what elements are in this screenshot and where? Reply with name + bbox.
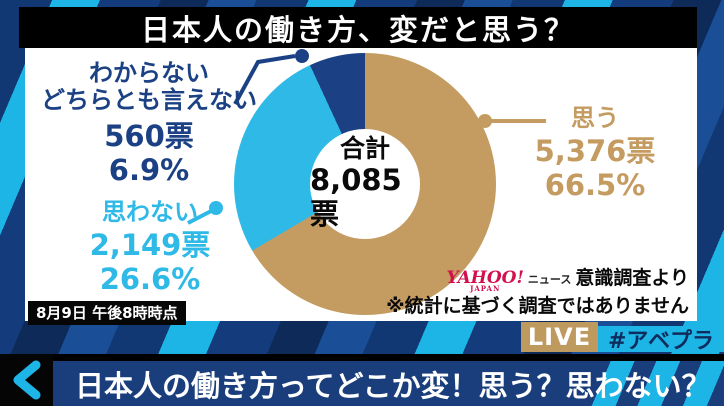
- back-chevron-button[interactable]: [0, 354, 53, 406]
- live-badge: LIVE: [521, 322, 598, 352]
- poll-panel: 合計 8,085票 わからない どちらとも言えない 560票 6.9% 思わない: [25, 48, 697, 321]
- segment-label-unknown: わからない どちらとも言えない 560票 6.9%: [33, 60, 265, 187]
- segment-label-no: 思わない 2,149票 26.6%: [55, 199, 245, 296]
- survey-source-label: 意識調査より: [575, 267, 689, 289]
- segment-votes: 560票: [104, 118, 194, 153]
- donut-chart: 合計 8,085票: [234, 53, 496, 315]
- survey-disclaimer: ※統計に基づく調査ではありません: [386, 295, 689, 317]
- segment-label-yes: 思う 5,376票 66.5%: [495, 105, 695, 202]
- chart-total-value: 8,085票: [310, 163, 402, 231]
- chevron-left-icon: [13, 360, 40, 400]
- segment-name: 思わない: [102, 198, 198, 226]
- chart-total-label: 合計: [339, 133, 390, 163]
- banner-bar: 日本人の働き方ってどこか変！思う？思わない？: [53, 361, 724, 406]
- segment-name: どちらとも言えない: [41, 85, 257, 114]
- segment-name: わからない: [89, 59, 209, 87]
- news-label: ニュース: [527, 273, 572, 286]
- banner-title: 日本人の働き方ってどこか変！思う？思わない？: [75, 368, 711, 403]
- date-badge: 8月9日 午後8時時点: [28, 301, 186, 325]
- source-line: YAHOO! JAPAN ニュース 意識調査より: [386, 263, 689, 293]
- bottom-banner: 日本人の働き方ってどこか変！思う？思わない？: [0, 354, 724, 406]
- segment-votes: 5,376票: [534, 133, 656, 168]
- yahoo-japan-logo: YAHOO! JAPAN: [446, 268, 524, 293]
- donut-hole: 合計 8,085票: [310, 129, 420, 239]
- yahoo-logo-text: YAHOO!: [446, 268, 524, 288]
- hashtag-badge: #アベプラ: [598, 326, 724, 354]
- title-bar: 日本人の働き方、変だと思う？: [19, 7, 697, 48]
- segment-name: 思う: [571, 104, 619, 132]
- yahoo-logo-subtext: JAPAN: [470, 284, 501, 293]
- segment-percent: 66.5%: [544, 168, 646, 203]
- segment-percent: 6.9%: [108, 153, 190, 188]
- source-attribution: YAHOO! JAPAN ニュース 意識調査より ※統計に基づく調査ではありませ…: [386, 263, 689, 318]
- page-title: 日本人の働き方、変だと思う？: [140, 12, 575, 47]
- banner-stripes-decoration: [589, 361, 724, 406]
- segment-percent: 26.6%: [99, 262, 201, 297]
- callout-dot-unknown: [295, 49, 309, 63]
- segment-votes: 2,149票: [89, 227, 211, 262]
